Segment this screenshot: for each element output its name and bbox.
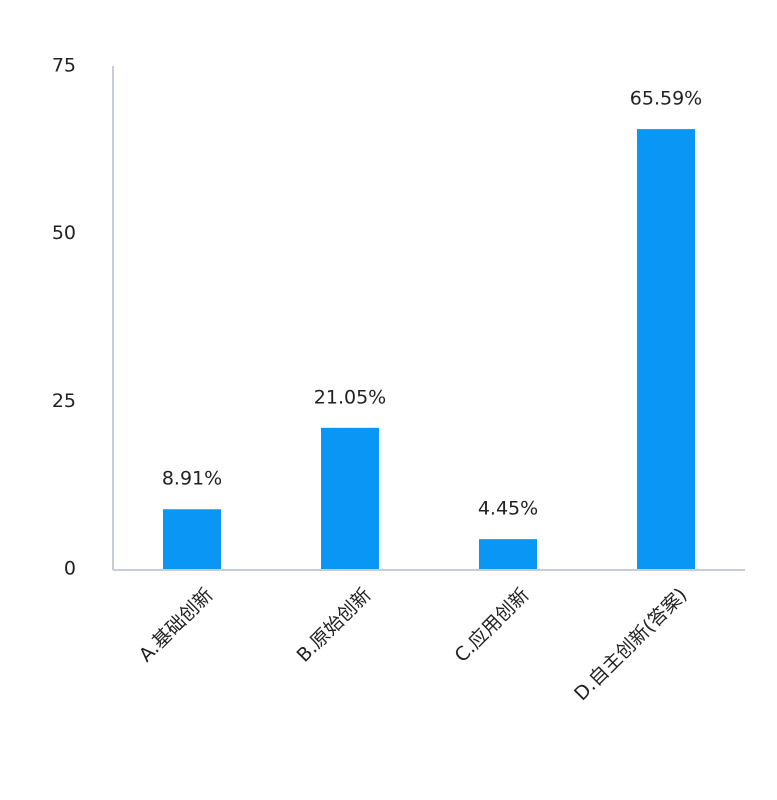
- y-tick-label: 0: [64, 558, 76, 580]
- value-label: 8.91%: [162, 468, 222, 490]
- x-tick-label: C.应用创新: [450, 584, 533, 667]
- x-tick-label: A.基础创新: [135, 584, 218, 667]
- value-label: 21.05%: [314, 386, 386, 408]
- bar: [479, 539, 537, 569]
- value-label: 65.59%: [630, 88, 702, 110]
- y-tick-label: 25: [52, 390, 76, 412]
- value-label: 4.45%: [478, 498, 538, 520]
- y-tick-label: 75: [52, 55, 76, 77]
- bar: [321, 427, 379, 569]
- bar: [637, 129, 695, 569]
- x-tick-label: D.自主创新(答案): [570, 584, 691, 705]
- y-tick-label: 50: [52, 222, 76, 244]
- x-tick-label: B.原始创新: [293, 584, 376, 667]
- bar: [163, 509, 221, 569]
